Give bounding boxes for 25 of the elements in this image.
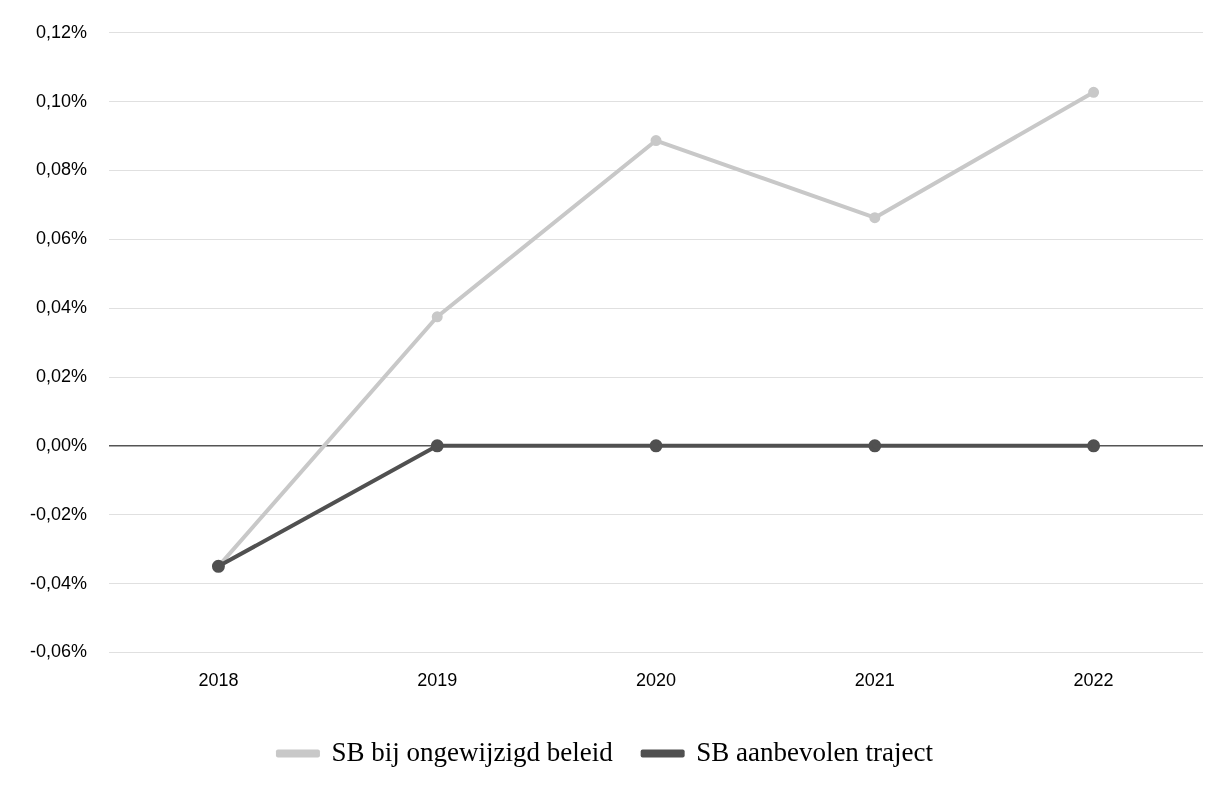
y-tick-label: 0,12% — [35, 21, 88, 42]
point — [1087, 439, 1101, 453]
legend-label: SB bij ongewijzigd beleid — [331, 736, 614, 767]
y-tick-label: 0,00% — [35, 434, 88, 455]
x-tick-label: 2018 — [198, 670, 239, 691]
point — [430, 439, 444, 453]
x-tick-label: 2020 — [635, 670, 677, 691]
x-tick-label: 2019 — [417, 670, 458, 691]
point — [649, 439, 663, 453]
y-tick-label: 0,08% — [35, 159, 88, 180]
y-tick-label: 0,06% — [35, 228, 88, 249]
x-tick-label: 2021 — [854, 670, 895, 691]
legend-label: SB aanbevolen traject — [696, 736, 934, 767]
y-tick-label: -0,04% — [29, 572, 88, 593]
point — [868, 439, 882, 453]
y-tick-label: 0,02% — [35, 365, 88, 386]
point — [869, 212, 881, 224]
y-tick-label: -0,06% — [29, 641, 88, 662]
x-tick-label: 2022 — [1073, 670, 1114, 691]
point — [650, 135, 662, 147]
point — [431, 311, 443, 323]
y-tick-label: -0,02% — [29, 503, 88, 524]
point — [1088, 86, 1100, 98]
y-tick-label: 0,10% — [35, 90, 88, 111]
y-tick-label: 0,04% — [35, 297, 88, 318]
